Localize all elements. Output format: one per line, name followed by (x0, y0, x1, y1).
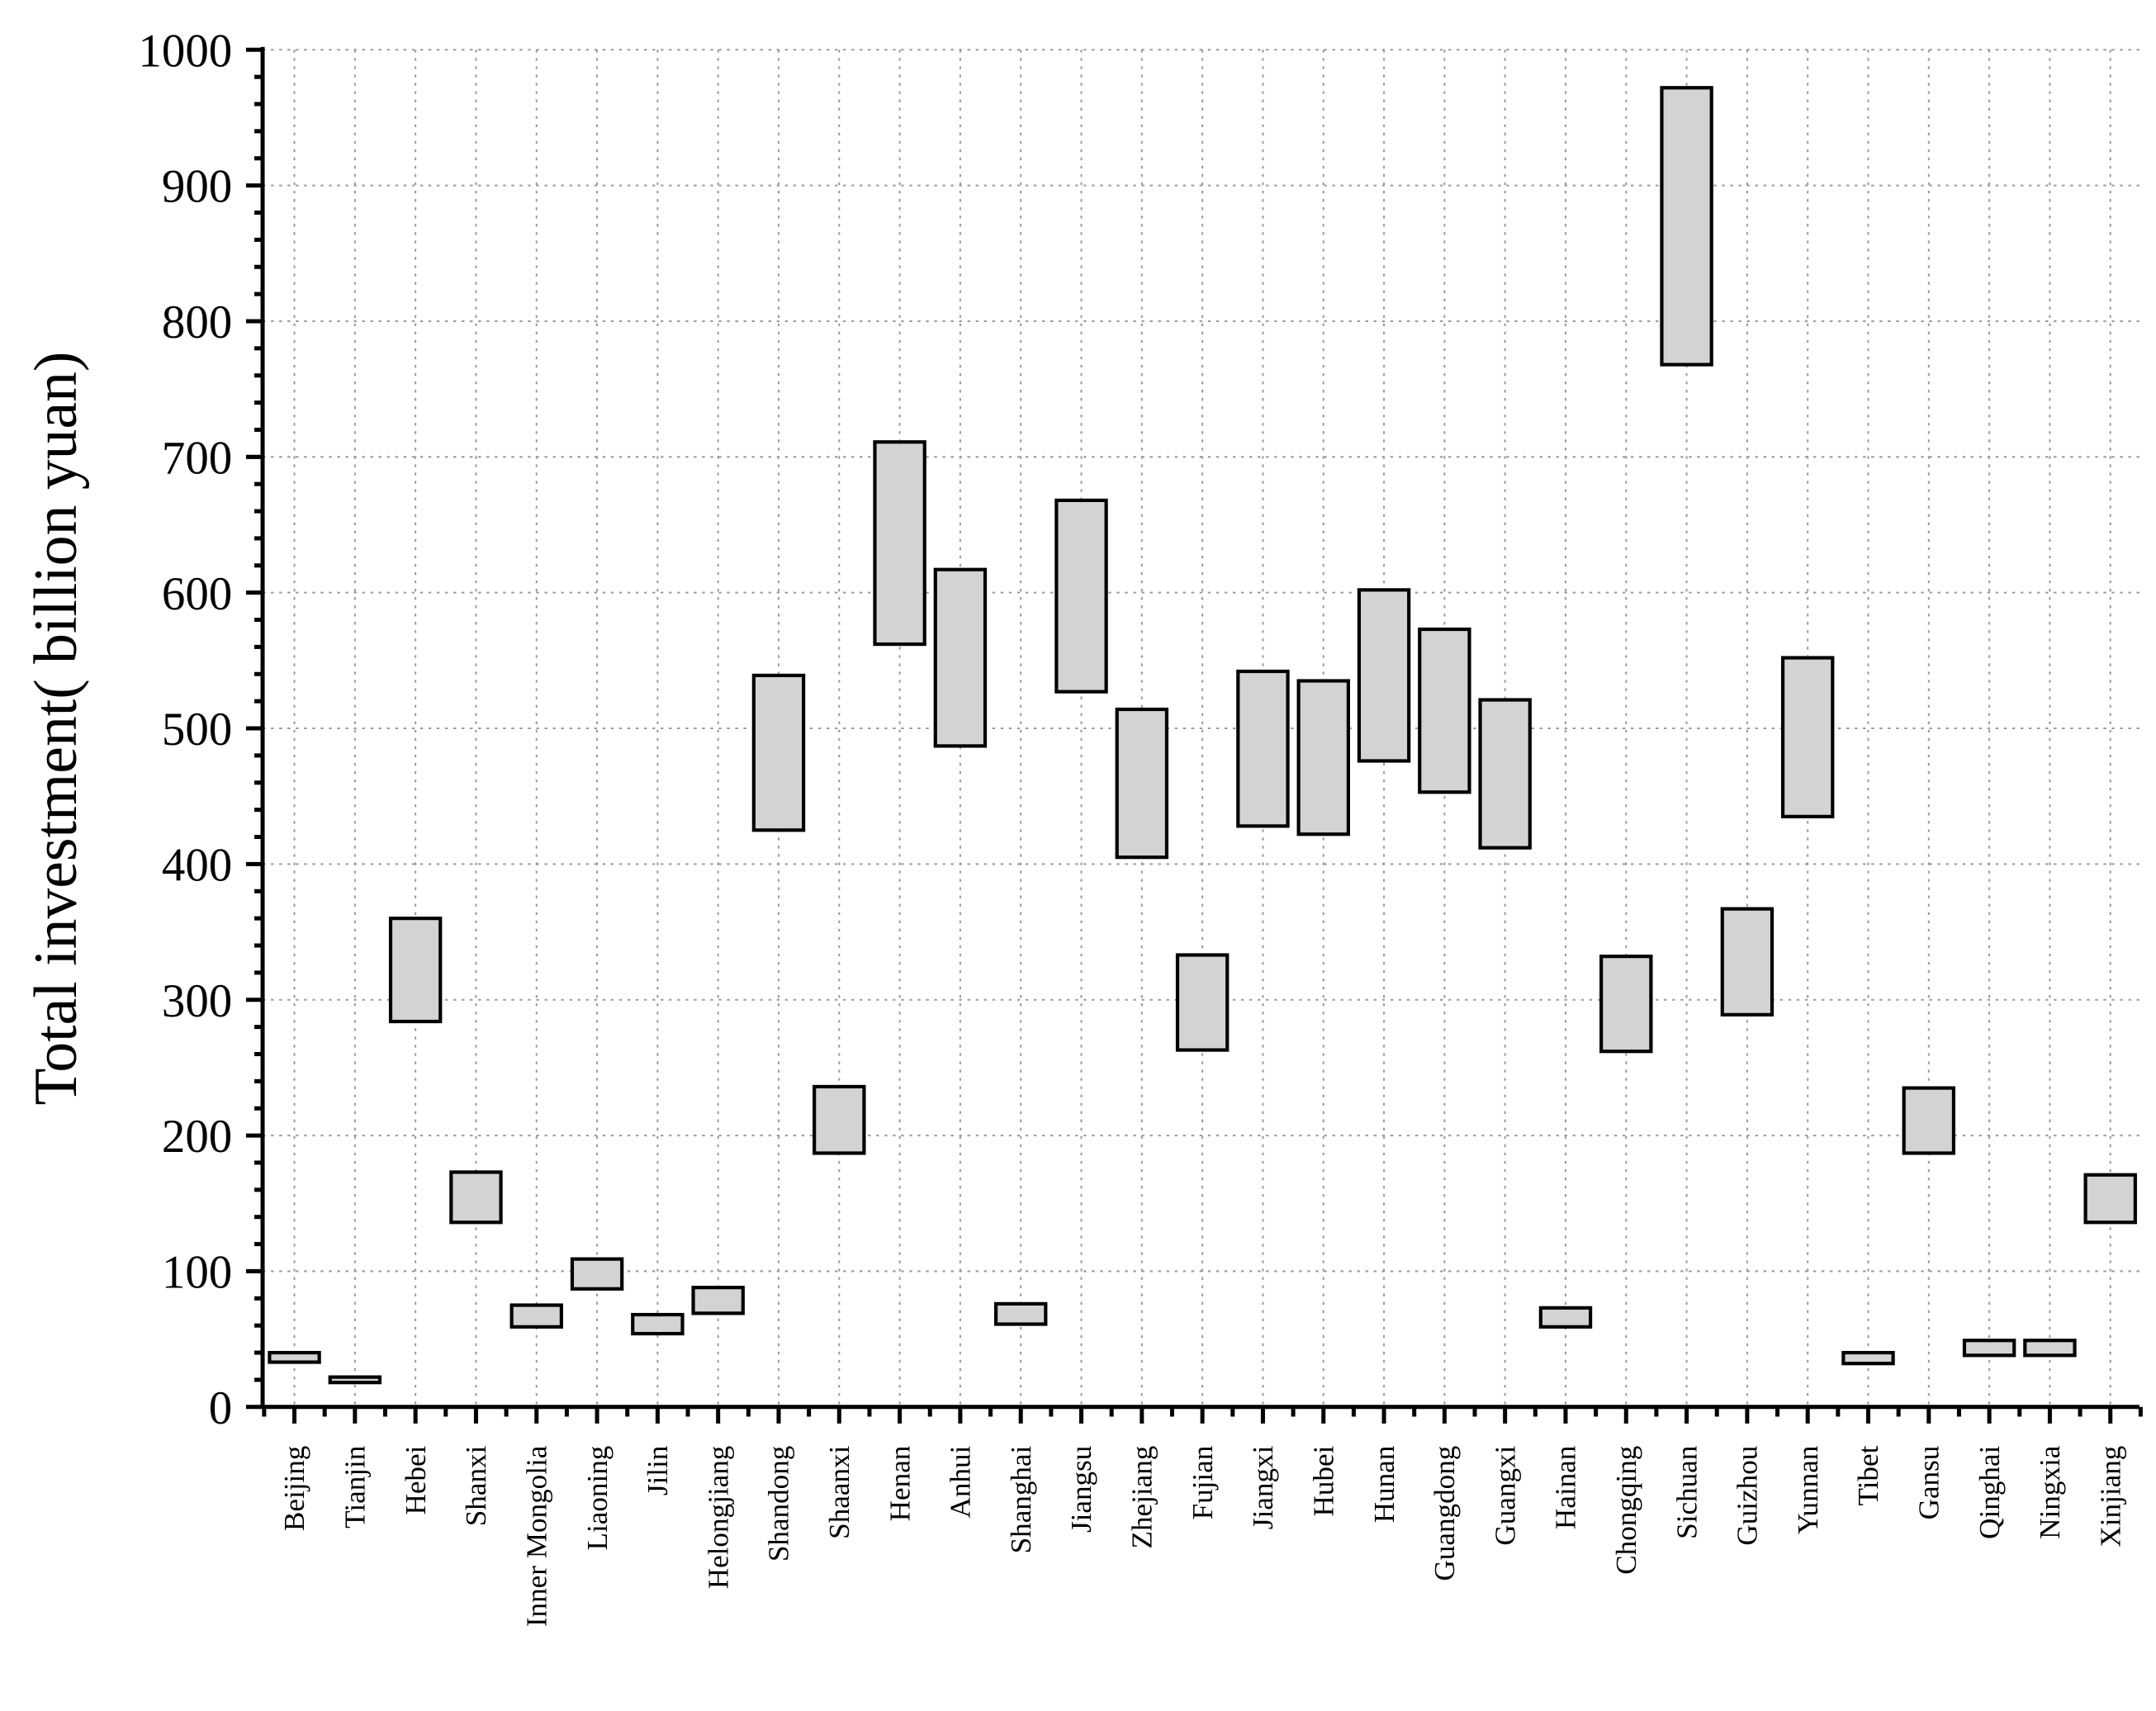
bar-liaoning (570, 1257, 624, 1291)
x-tick-label: Jiangsu (1065, 1446, 1097, 1533)
x-tick-label: Inner Mongolia (520, 1445, 552, 1627)
y-tick-label: 400 (162, 839, 232, 891)
bar-tianjin (328, 1375, 382, 1385)
x-tick-label: Qinghai (1974, 1445, 2006, 1538)
x-tick-label: Beijing (278, 1446, 310, 1531)
bar-ningxia (2023, 1339, 2077, 1358)
x-tick-label: Hunan (1368, 1445, 1400, 1523)
bar-guangxi (1478, 698, 1532, 850)
bar-zhejiang (1115, 707, 1169, 860)
y-tick-label: 900 (162, 161, 232, 213)
bar-jiangsu (1054, 498, 1108, 694)
x-tick-label: Liaoning (581, 1446, 614, 1551)
x-tick-label: Jilin (642, 1445, 674, 1495)
y-tick-label: 1000 (138, 25, 232, 77)
y-tick-label: 500 (162, 704, 232, 756)
x-tick-label: Shaanxi (823, 1445, 855, 1538)
x-tick-label: Fujian (1187, 1445, 1219, 1519)
x-tick-label: Zhejiang (1126, 1446, 1159, 1549)
y-tick-label: 200 (162, 1111, 232, 1163)
y-tick-labels: 0 100 200 300 400 500 600 700 800 900 1000 (138, 25, 232, 1434)
x-tick-label: Guangxi (1489, 1445, 1521, 1545)
y-tick-label: 700 (162, 432, 232, 484)
x-tick-label: Hubei (1307, 1445, 1339, 1516)
x-tick-labels: Beijing Tianjin Hebei Shanxi Inner Mongolia L… (278, 1445, 2126, 1627)
x-tick-label: Helongjiang (702, 1446, 734, 1590)
bar-tibet (1841, 1350, 1895, 1366)
bar-jilin (631, 1312, 685, 1336)
x-tick-label: Jiangxi (1247, 1445, 1279, 1529)
bar-henan (873, 440, 926, 647)
x-tick-label: Hainan (1550, 1445, 1582, 1529)
x-tick-label: Shanxi (460, 1445, 492, 1526)
bar-fujian (1175, 953, 1230, 1052)
bar-hubei (1296, 679, 1350, 837)
x-tick-label: Gansu (1913, 1446, 1945, 1520)
bars (268, 86, 2137, 1385)
bar-beijing (268, 1350, 321, 1364)
y-tick-label: 100 (162, 1247, 232, 1299)
bar-hainan (1538, 1306, 1593, 1329)
bar-shanghai (993, 1301, 1048, 1326)
y-tick-label: 0 (209, 1382, 232, 1434)
bar-shandong (751, 673, 806, 832)
x-tick-label: Tibet (1852, 1445, 1884, 1505)
bar-qinghai (1962, 1339, 2016, 1358)
x-tick-label: Anhui (945, 1445, 977, 1518)
x-tick-label: Hebei (400, 1445, 432, 1514)
bar-jiangxi (1236, 669, 1290, 828)
bar-guangdong (1418, 627, 1471, 794)
x-tick-label: Tianjin (339, 1445, 372, 1529)
bar-hebei (388, 917, 443, 1024)
bar-xinjiang (2083, 1173, 2137, 1225)
bar-gansu (1902, 1086, 1956, 1155)
y-axis-label: Total investment( billion yuan) (21, 352, 89, 1106)
bar-chongqing (1599, 955, 1653, 1054)
y-tick-label: 600 (162, 568, 232, 620)
y-tick-label: 800 (162, 296, 232, 348)
x-tick-label: Ningxia (2034, 1445, 2066, 1539)
axes (245, 46, 2143, 1424)
x-tick-label: Shanghai (1005, 1445, 1037, 1553)
bar-inner-mongolia (509, 1303, 563, 1329)
bar-helongjiang (691, 1286, 745, 1315)
x-tick-label: Chongqing (1610, 1446, 1642, 1575)
bar-shanxi (449, 1170, 503, 1225)
bar-anhui (933, 567, 988, 748)
bar-sichuan (1660, 86, 1713, 367)
x-tick-label: Henan (884, 1445, 916, 1521)
bar-shaanxi (813, 1084, 866, 1155)
bar-hunan (1357, 588, 1411, 763)
x-tick-label: Xinjiang (2094, 1446, 2126, 1547)
x-tick-label: Guangdong (1429, 1446, 1461, 1581)
x-tick-label: Shandong (763, 1446, 795, 1562)
x-tick-label: Guizhou (1732, 1446, 1764, 1546)
grid (263, 49, 2139, 1407)
y-tick-label: 300 (162, 975, 232, 1027)
x-tick-label: Sichuan (1670, 1445, 1703, 1539)
x-tick-label: Yunnan (1792, 1445, 1824, 1534)
bar-yunnan (1780, 656, 1835, 818)
bar-guizhou (1720, 907, 1775, 1017)
